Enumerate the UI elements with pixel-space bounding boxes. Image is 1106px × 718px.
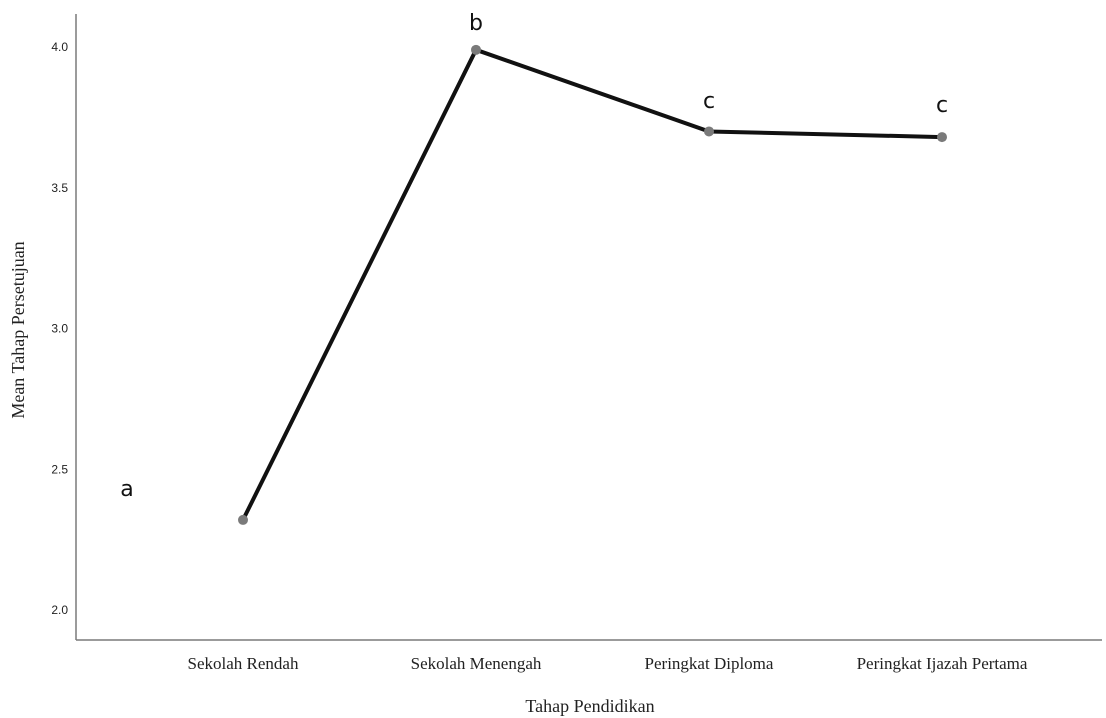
significance-letter: c [703, 89, 715, 114]
y-axis-title: Mean Tahap Persetujuan [8, 241, 28, 418]
significance-letter: b [469, 11, 483, 36]
data-series [238, 44, 947, 525]
x-axis-title: Tahap Pendidikan [525, 696, 654, 716]
y-tick-label: 4.0 [51, 40, 68, 54]
x-tick-label: Peringkat Diploma [645, 654, 774, 673]
y-tick-label: 3.0 [51, 322, 68, 336]
x-tick-label: Sekolah Rendah [188, 654, 299, 673]
data-point [937, 132, 947, 143]
y-tick-label: 3.5 [51, 181, 68, 195]
x-tick-label: Peringkat Ijazah Pertama [857, 654, 1028, 673]
y-tick-labels: 2.0 2.5 3.0 3.5 4.0 [51, 40, 68, 617]
significance-letter: c [936, 93, 948, 118]
significance-annotations: a b c c [120, 11, 948, 502]
chart-axes [75, 14, 1102, 641]
series-line [241, 47, 943, 521]
y-tick-label: 2.5 [51, 462, 68, 476]
data-point [704, 126, 714, 137]
y-tick-label: 2.0 [51, 603, 68, 617]
data-point [471, 44, 481, 55]
x-tick-label: Sekolah Menengah [411, 654, 542, 673]
x-tick-labels: Sekolah Rendah Sekolah Menengah Peringkat … [188, 654, 1028, 673]
significance-letter: a [120, 477, 133, 502]
data-point [238, 514, 248, 525]
